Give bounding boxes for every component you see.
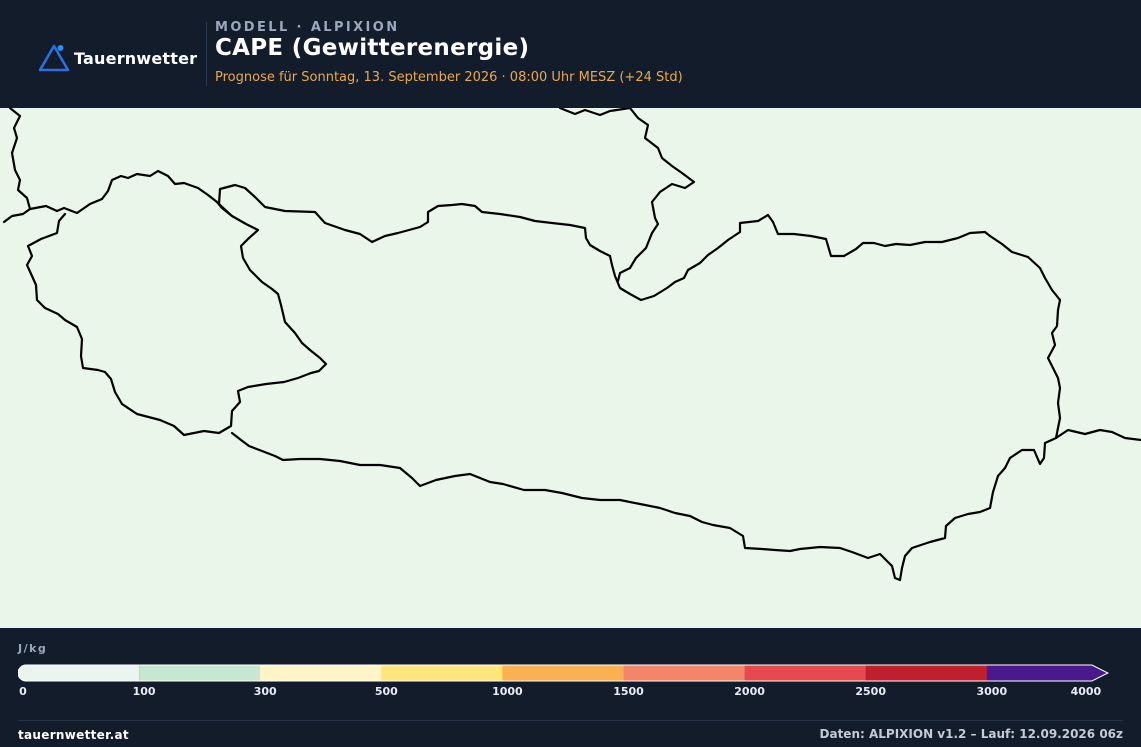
scale-segment xyxy=(260,665,382,681)
scale-segment xyxy=(18,665,140,681)
color-scale-ticks: 0 100 300 500 1000 1500 2000 2500 3000 4000 xyxy=(0,685,1141,699)
scale-segment xyxy=(744,665,867,681)
scale-tick-label: 1000 xyxy=(492,685,523,698)
brand-logo[interactable]: Tauernwetter xyxy=(38,43,197,73)
mountain-triangle-icon xyxy=(38,44,70,72)
scale-tick-label: 3000 xyxy=(976,685,1008,698)
cape-map[interactable] xyxy=(0,108,1141,628)
border-northwest xyxy=(2,108,32,224)
scale-segment xyxy=(502,665,624,681)
scale-segment xyxy=(986,665,1108,681)
scale-tick-label: 2500 xyxy=(855,685,886,698)
border-lines xyxy=(2,108,1141,582)
page-title: CAPE (Gewitterenergie) xyxy=(215,35,530,61)
scale-tick-label: 2000 xyxy=(734,685,765,698)
scale-tick-label: 500 xyxy=(374,685,398,698)
map-canvas[interactable] xyxy=(0,108,1141,628)
scale-segment xyxy=(865,665,988,681)
border-east-spur xyxy=(1054,428,1141,442)
site-link[interactable]: tauernwetter.at xyxy=(18,728,129,742)
scale-segment xyxy=(623,665,746,681)
scale-tick-label: 4000 xyxy=(1070,685,1102,698)
model-label: MODELL · ALPIXION xyxy=(215,20,400,35)
scale-tick-label: 1500 xyxy=(613,685,644,698)
brand-name: Tauernwetter xyxy=(74,48,198,68)
footer-divider xyxy=(18,720,1123,721)
scale-tick-label: 100 xyxy=(132,685,156,698)
scale-outline xyxy=(18,664,1110,682)
border-north-spur xyxy=(217,183,247,218)
scale-tick-label: 300 xyxy=(253,685,277,698)
header: Tauernwetter MODELL · ALPIXION CAPE (Gew… xyxy=(0,0,1141,108)
border-north-ridge xyxy=(230,186,1062,582)
forecast-time: Prognose für Sonntag, 13. September 2026… xyxy=(215,70,683,85)
scale-tick-label: 0 xyxy=(19,685,27,698)
scale-segment xyxy=(139,665,261,681)
border-west-region xyxy=(25,169,328,437)
header-divider xyxy=(206,22,207,86)
legend-unit: J/kg xyxy=(18,642,48,655)
scale-segment xyxy=(381,665,503,681)
border-northeast-salient xyxy=(558,108,696,283)
color-scale-bar xyxy=(18,664,1110,682)
map-background xyxy=(0,108,1141,628)
legend: J/kg 0 100 300 500 1000 1500 2000 2500 3000 4000 … xyxy=(0,628,1141,747)
data-credits: Daten: ALPIXION v1.2 – Lauf: 12.09.2026 … xyxy=(819,727,1123,741)
